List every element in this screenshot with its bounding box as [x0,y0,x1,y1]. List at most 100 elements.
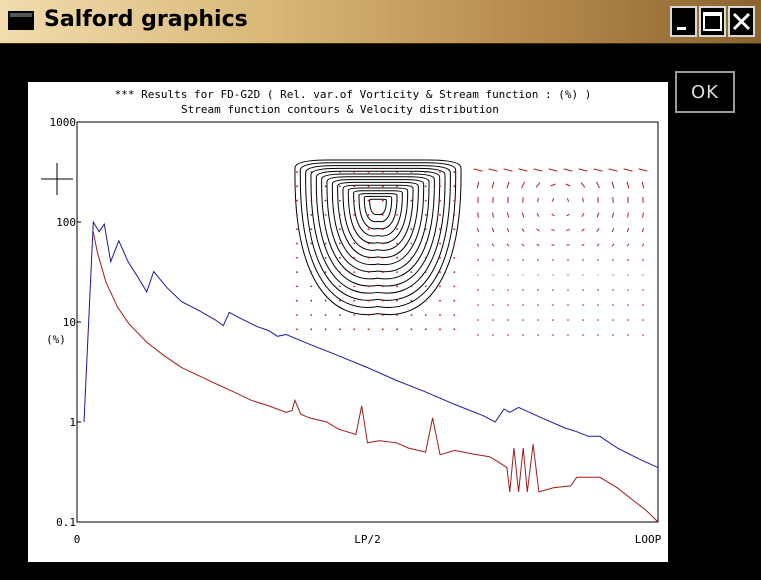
x-axis-ticks: 0 LP/2 LOOP [74,533,662,546]
maximize-button[interactable] [699,6,726,37]
grid-dot [410,314,413,316]
grid-dot [324,214,327,216]
grid-dot [367,199,370,202]
grid-dot [410,171,413,173]
velocity-vector [492,289,494,291]
velocity-vector [642,212,644,218]
series-lines [83,220,659,523]
velocity-vector-field [473,168,648,336]
grid-dot [367,185,370,188]
grid-dot [310,185,313,188]
chart-title: *** Results for FD-G2D ( Rel. var.of Vor… [115,88,592,101]
velocity-vector [611,212,615,218]
y-tick-label: 10 [63,316,76,329]
chart-subtitle: Stream function contours & Velocity dist… [181,103,499,116]
velocity-vector [567,304,569,306]
title-bar: Salford graphics [0,0,761,44]
velocity-vector [608,168,618,172]
contour-line [337,181,419,258]
velocity-vector [506,243,510,247]
grid-dot [424,228,427,231]
velocity-vector [642,319,644,321]
velocity-vector [593,168,603,172]
velocity-vector [567,334,569,336]
contour-line [342,184,414,251]
velocity-vector [596,212,600,218]
convergence-chart: *** Results for FD-G2D ( Rel. var.of Vor… [41,88,662,546]
grid-dot [324,314,327,316]
grid-dot [339,328,341,331]
close-icon [732,12,751,31]
velocity-vector [582,334,584,336]
grid-dot [310,314,313,316]
velocity-vector [477,304,479,306]
contour-line [305,165,451,301]
velocity-vector [582,319,584,321]
contour-line [294,159,462,316]
velocity-vector [580,182,586,188]
velocity-vector [596,181,600,189]
velocity-vector [581,259,585,261]
grid-dot [439,271,441,273]
velocity-vector [521,228,525,232]
grid-dot [439,285,441,288]
grid-dot [339,228,341,231]
grid-dot [310,299,313,302]
grid-dot [339,242,341,245]
velocity-vector [491,243,495,247]
minimize-button[interactable] [670,6,697,37]
grid-dot [353,314,356,316]
velocity-vector [506,227,510,233]
velocity-vector [492,274,494,276]
ok-button[interactable]: OK [675,71,735,113]
contour-line [326,176,430,273]
grid-dot [310,328,313,331]
velocity-vector [642,304,644,306]
grid-dot [353,271,356,273]
grid-dot [381,314,384,316]
grid-dot [324,185,327,188]
velocity-vector [642,334,644,336]
velocity-vector [626,243,630,247]
grid-dot [296,171,298,173]
velocity-vector [521,181,525,189]
grid-dot [410,185,413,188]
x-tick-label: LOOP [635,533,662,546]
velocity-vector [506,181,510,189]
velocity-vector [597,319,599,321]
velocity-vector [491,258,495,262]
stream-function-contours [294,159,462,316]
grid-dot [339,214,341,216]
velocity-vector [521,243,525,247]
grid-dot [439,214,441,216]
grid-dot [381,328,384,331]
grid-dot [296,328,298,331]
velocity-vector [492,304,494,306]
velocity-vector [491,181,495,189]
velocity-vector [552,289,554,291]
grid-dot [396,285,398,288]
grid-dot [339,271,341,273]
velocity-vector [627,274,629,276]
grid-dot [439,185,441,188]
grid-dot [296,214,298,216]
grid-dot [410,256,413,259]
velocity-vector [552,304,554,306]
grid-dot [324,328,327,331]
grid-dot [324,171,327,173]
close-button[interactable] [728,6,755,37]
velocity-vector [537,319,539,321]
plot-area: *** Results for FD-G2D ( Rel. var.of Vor… [28,82,668,562]
grid-dot [296,271,298,273]
grid-dot [439,314,441,316]
velocity-vector [522,334,524,336]
velocity-vector [641,227,645,233]
contour-line [369,198,387,216]
grid-dot [381,285,384,288]
velocity-vector [611,243,615,247]
grid-dot [396,299,398,302]
velocity-vector [476,227,480,233]
grid-dot [310,199,313,202]
velocity-vector [533,168,543,172]
grid-dot [381,185,384,188]
